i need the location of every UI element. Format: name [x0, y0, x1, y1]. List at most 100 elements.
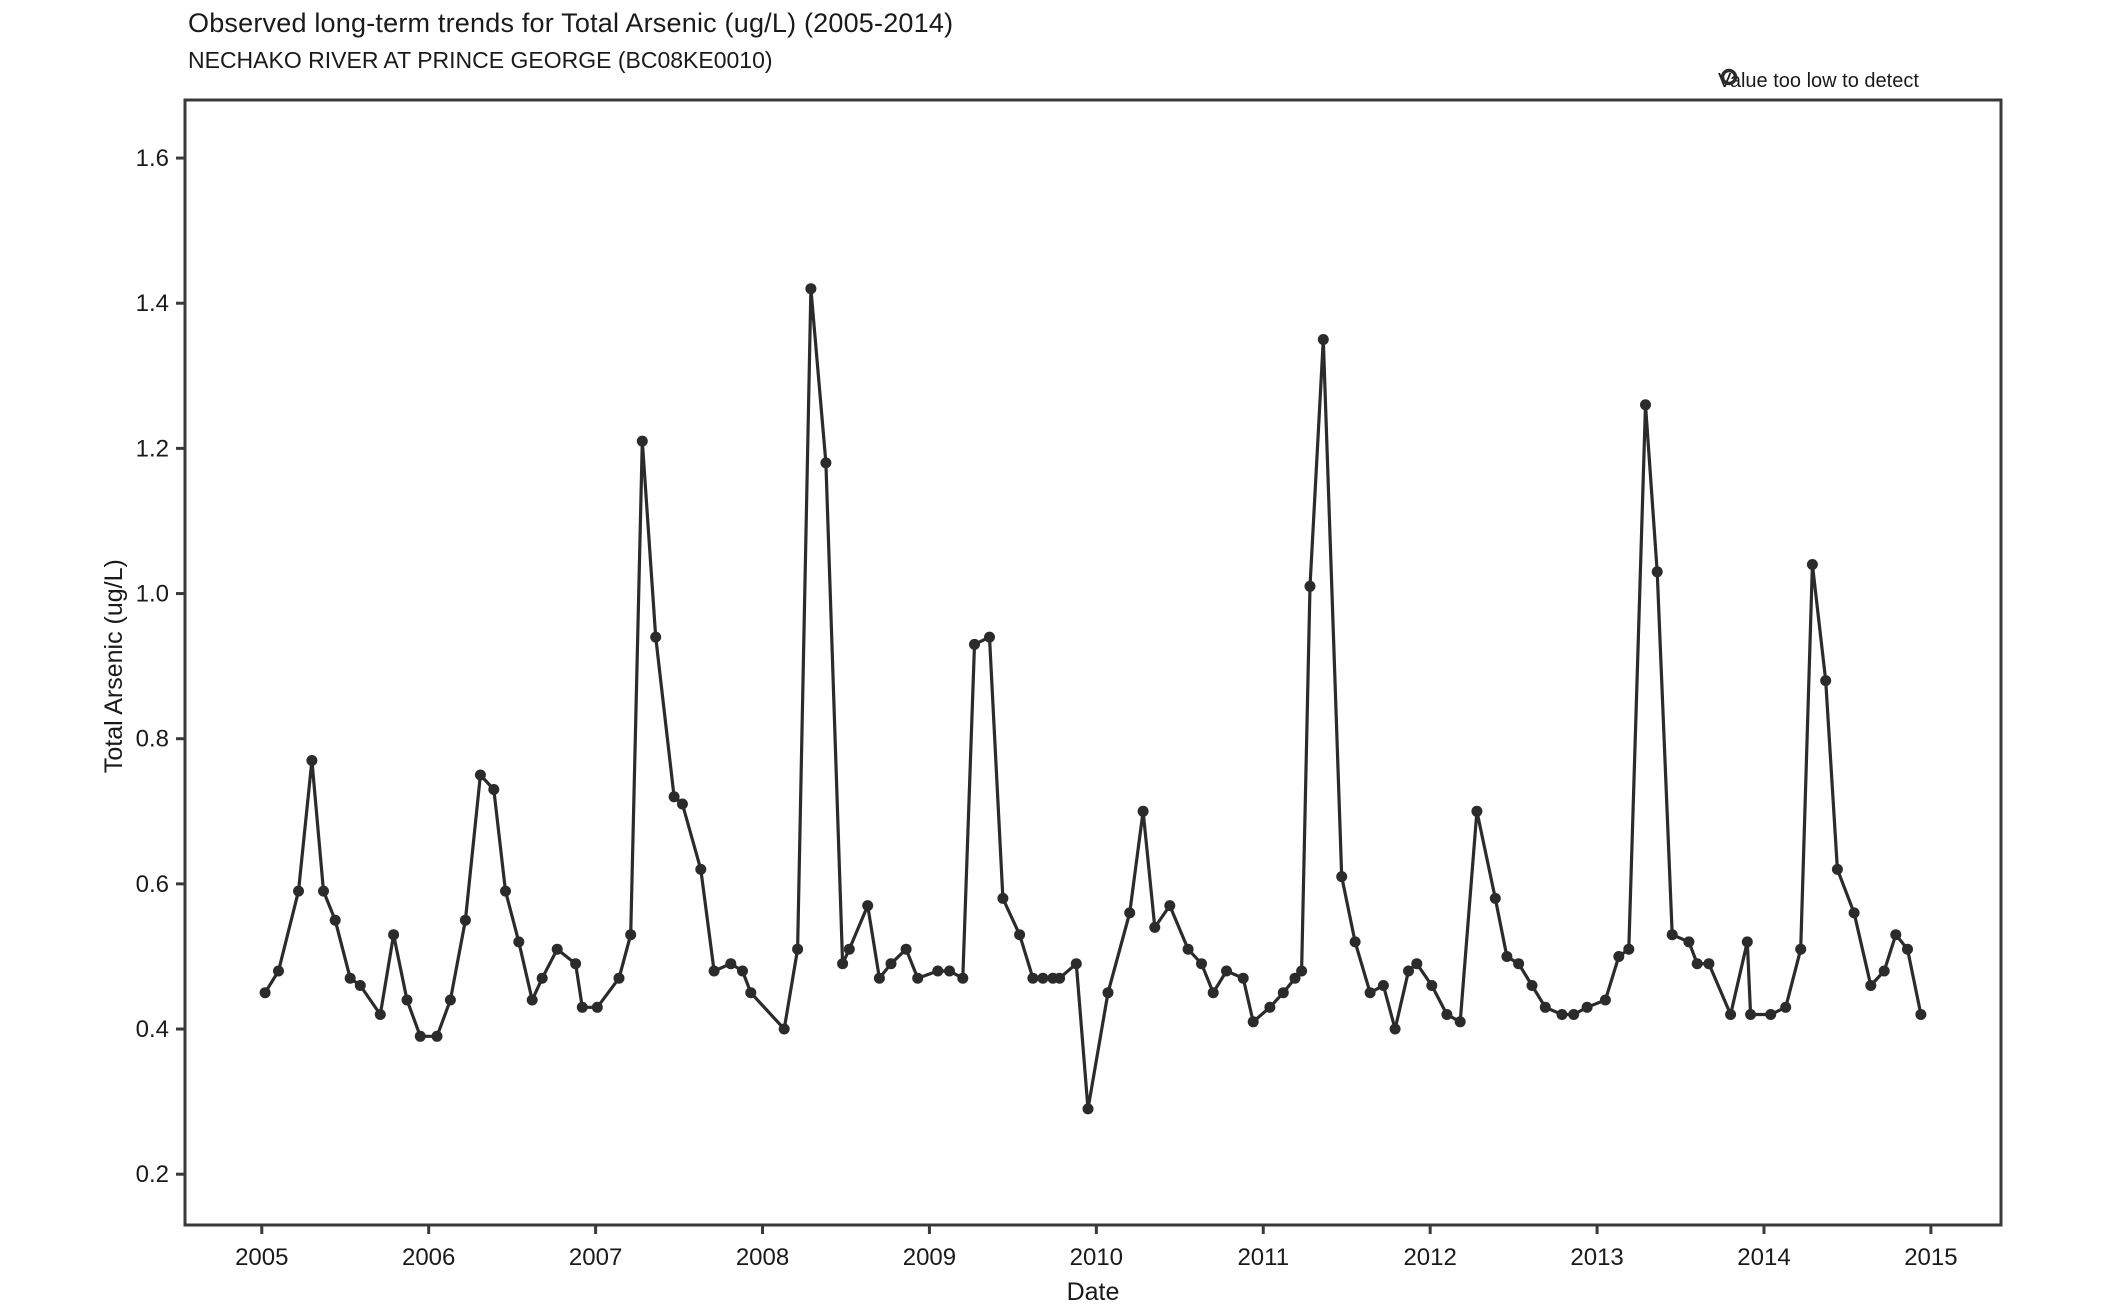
data-point	[1182, 943, 1194, 955]
legend-label: Value too low to detect	[1718, 69, 1919, 92]
data-point	[708, 965, 720, 977]
y-axis-tick-label: 1.2	[136, 435, 169, 462]
data-point	[1539, 1001, 1551, 1013]
data-point	[273, 965, 284, 977]
data-point	[1556, 1009, 1568, 1020]
data-point	[488, 784, 500, 795]
open-circle-icon	[1720, 68, 1738, 86]
data-point	[551, 943, 563, 955]
data-point	[536, 972, 548, 984]
x-axis-tick-label: 2006	[402, 1244, 455, 1271]
chart-title: Observed long-term trends for Total Arse…	[188, 8, 954, 38]
data-point	[293, 885, 304, 897]
data-point	[1513, 958, 1525, 970]
data-point	[1820, 675, 1832, 687]
data-point	[862, 900, 874, 912]
data-point	[613, 972, 625, 984]
data-point	[444, 994, 456, 1006]
data-point	[1489, 892, 1501, 904]
data-point	[1501, 951, 1513, 962]
x-axis-tick-label: 2008	[736, 1244, 789, 1271]
data-point	[1831, 863, 1843, 875]
y-axis-tick-label: 1.6	[136, 145, 169, 172]
data-point	[474, 769, 486, 781]
data-point	[1613, 951, 1625, 962]
data-point	[997, 892, 1009, 904]
data-point	[1377, 980, 1389, 991]
x-axis-tick-label: 2013	[1570, 1244, 1623, 1271]
data-point	[944, 965, 955, 977]
data-point	[1364, 987, 1376, 999]
data-point	[1765, 1009, 1777, 1020]
data-point	[1454, 1016, 1466, 1028]
data-point	[1878, 965, 1890, 977]
data-point	[737, 965, 748, 977]
data-point	[1623, 943, 1635, 955]
data-point	[695, 863, 707, 875]
data-point	[969, 638, 980, 650]
data-point	[885, 958, 897, 970]
data-point	[576, 1001, 588, 1013]
data-point	[1848, 907, 1860, 919]
data-point	[932, 965, 944, 977]
data-point	[1651, 566, 1663, 578]
data-point	[1389, 1023, 1401, 1035]
data-point	[1666, 929, 1678, 941]
data-point	[1317, 334, 1329, 345]
chart-subtitle: NECHAKO RIVER AT PRINCE GEORGE (BC08KE00…	[188, 47, 773, 73]
data-point	[1070, 958, 1082, 970]
data-point	[354, 980, 366, 991]
data-point	[984, 631, 995, 643]
data-point	[1725, 1009, 1737, 1020]
data-point	[591, 1001, 603, 1013]
y-axis-tick-label: 1.0	[136, 581, 169, 608]
data-point	[778, 1023, 790, 1035]
data-point	[374, 1009, 386, 1020]
data-point	[1741, 936, 1753, 948]
x-axis-tick-label: 2011	[1237, 1244, 1289, 1271]
y-axis-tick-label: 0.4	[136, 1016, 169, 1043]
data-point	[1277, 987, 1289, 999]
data-point	[1691, 958, 1703, 970]
data-point	[1207, 987, 1219, 999]
data-point	[837, 958, 849, 970]
data-point	[1289, 972, 1301, 984]
data-point	[401, 994, 413, 1006]
data-point	[1403, 965, 1414, 977]
data-point	[1795, 943, 1807, 955]
data-point	[625, 929, 637, 941]
data-point	[513, 936, 525, 948]
data-point	[1780, 1001, 1792, 1013]
data-point	[1640, 399, 1651, 411]
data-point	[1124, 907, 1136, 919]
data-point	[792, 943, 804, 955]
x-axis-tick-label: 2009	[903, 1244, 956, 1271]
data-point	[957, 972, 969, 984]
data-point	[1027, 972, 1039, 984]
data-point	[1164, 900, 1176, 912]
plot-panel-border	[183, 98, 2003, 1227]
data-point	[1568, 1009, 1580, 1020]
data-point	[650, 631, 662, 643]
data-point	[1082, 1103, 1094, 1115]
data-point	[1745, 1009, 1757, 1020]
data-point	[570, 958, 582, 970]
data-point	[676, 798, 688, 810]
data-point	[745, 987, 757, 999]
x-axis-tick-label: 2012	[1403, 1244, 1456, 1271]
data-point	[1296, 965, 1308, 977]
data-point	[1599, 994, 1611, 1006]
data-point	[1137, 805, 1149, 817]
data-point	[1221, 965, 1232, 977]
x-axis-tick-label: 2007	[569, 1244, 622, 1271]
data-point	[805, 283, 817, 295]
data-point	[1349, 936, 1361, 948]
data-point	[725, 958, 737, 970]
data-point	[431, 1030, 443, 1042]
data-point	[1237, 972, 1249, 984]
data-point	[1581, 1001, 1593, 1013]
x-axis-title: Date	[1067, 1278, 1120, 1306]
data-point	[873, 972, 885, 984]
